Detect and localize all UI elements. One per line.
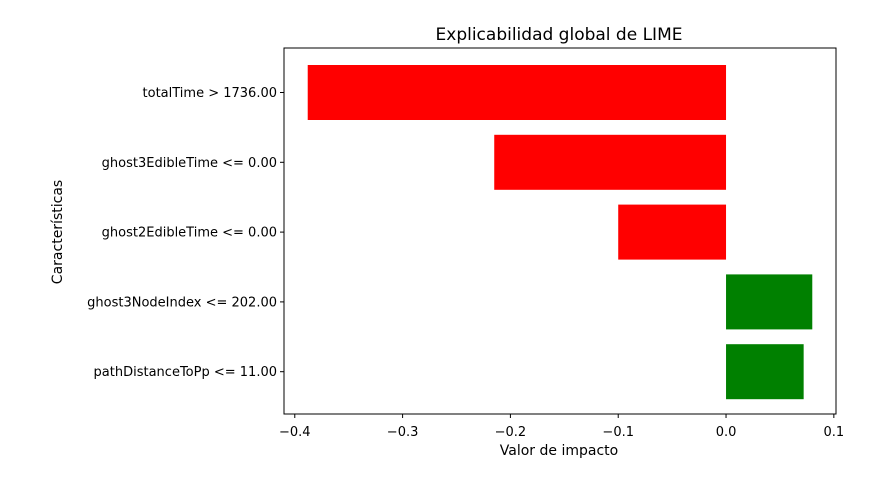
y-tick-label: ghost2EdibleTime <= 0.00 <box>102 226 277 241</box>
plot-frame <box>283 47 837 415</box>
bar-0 <box>307 65 727 120</box>
x-tick-label: −0.4 <box>279 425 311 440</box>
y-axis-ticks: totalTime > 1736.00 ghost3EdibleTime <= 0… <box>87 86 284 380</box>
chart-title: Explicabilidad global de LIME <box>436 25 683 45</box>
y-tick-label: ghost3EdibleTime <= 0.00 <box>102 156 277 171</box>
x-axis-ticks: −0.4 −0.3 −0.2 −0.1 0.0 0.1 <box>279 414 844 440</box>
x-tick-label: 0.0 <box>716 425 737 440</box>
y-tick-label: ghost3NodeIndex <= 202.00 <box>87 295 277 310</box>
x-axis-label: Valor de impacto <box>500 443 618 459</box>
x-tick-label: −0.2 <box>495 425 527 440</box>
bar-2 <box>618 204 727 260</box>
y-tick-label: totalTime > 1736.00 <box>143 86 277 101</box>
bar-4 <box>726 344 804 400</box>
x-tick-label: 0.1 <box>824 425 845 440</box>
bar-1 <box>494 134 727 190</box>
bars-group <box>307 65 813 400</box>
bar-3 <box>726 274 813 330</box>
x-tick-label: −0.1 <box>602 425 634 440</box>
y-axis-label: Características <box>50 180 66 284</box>
x-tick-label: −0.3 <box>387 425 419 440</box>
y-tick-label: pathDistanceToPp <= 11.00 <box>94 365 277 380</box>
